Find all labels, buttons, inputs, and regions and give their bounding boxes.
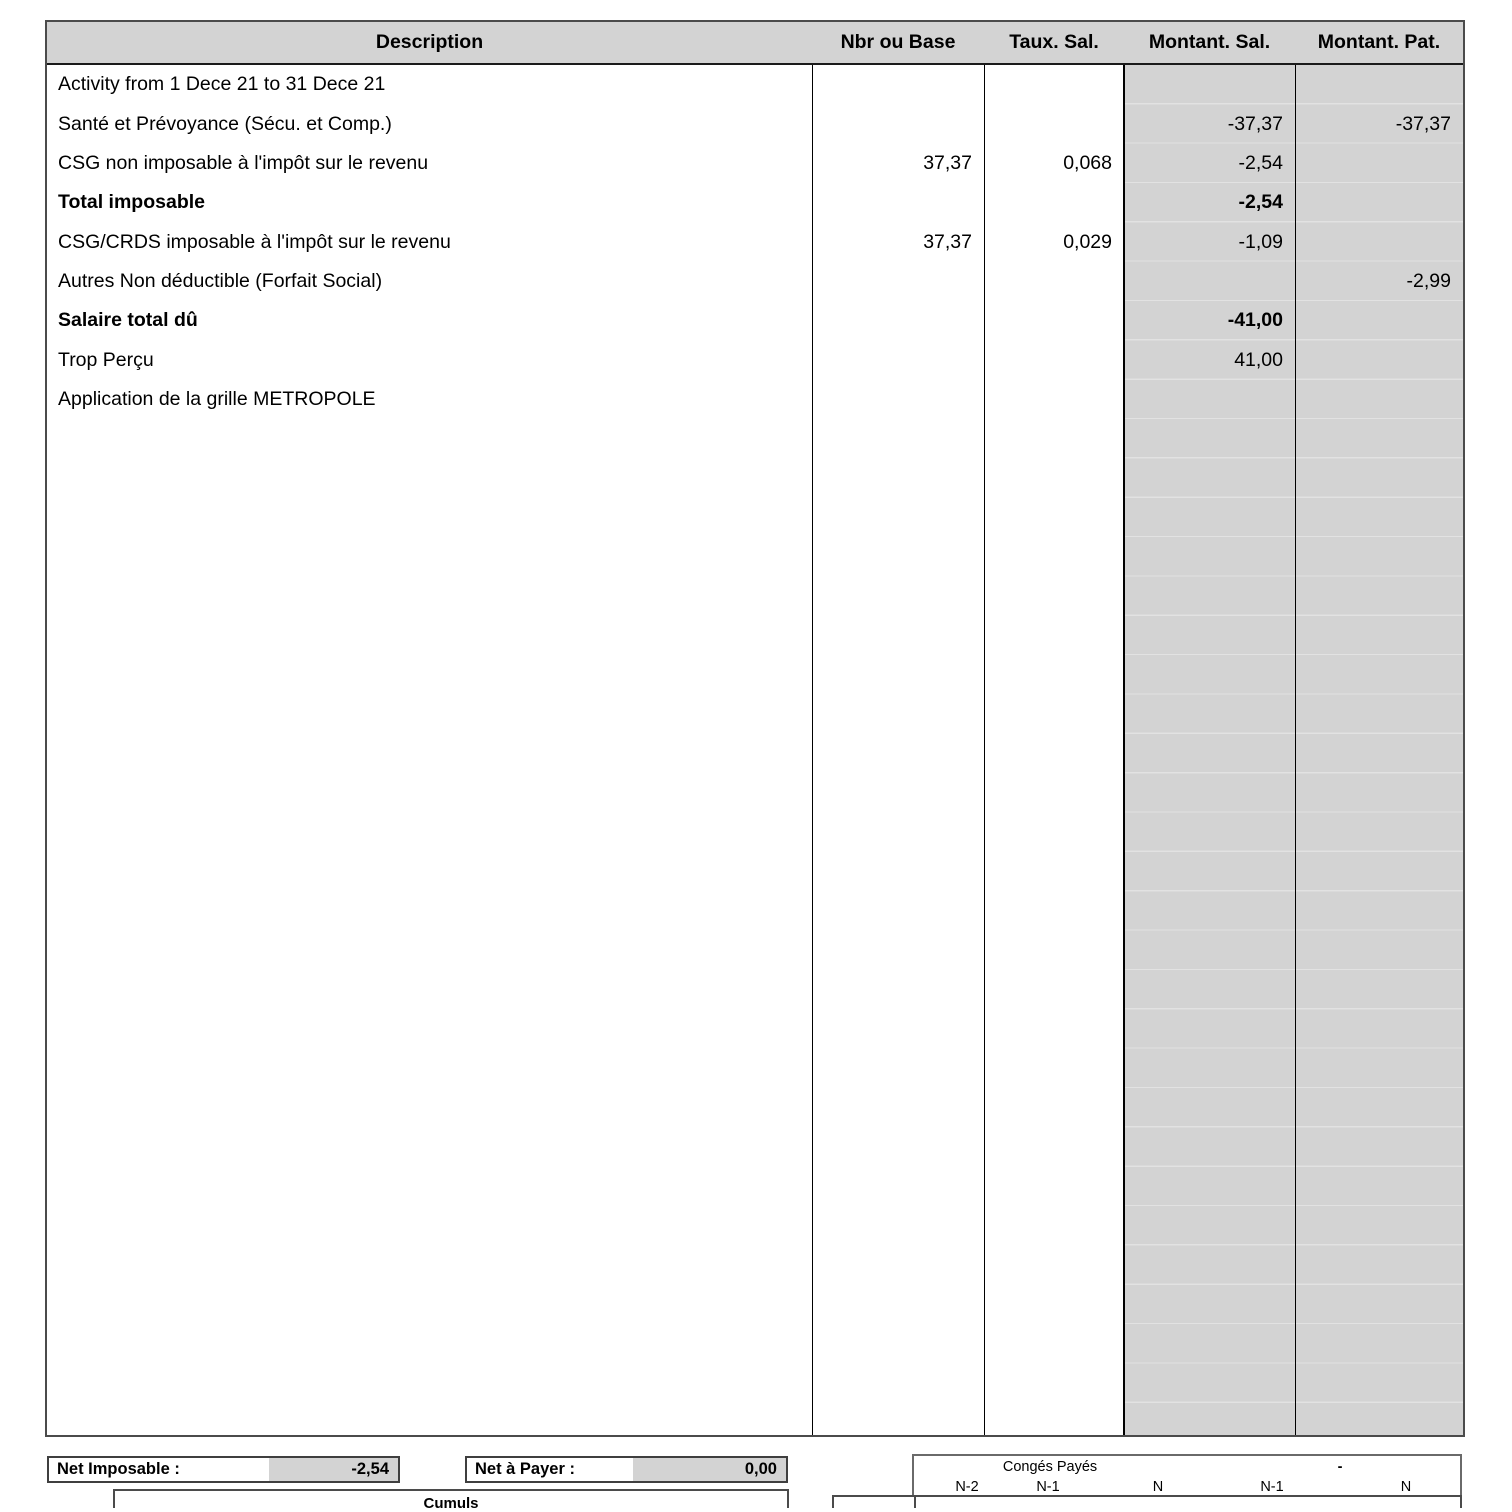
cell-description: Trop Perçu: [58, 348, 154, 371]
montant-sal-column-shading: [1124, 65, 1295, 1435]
period-label-n: N: [1152, 1479, 1164, 1495]
period-label-n-2: N-2: [955, 1479, 979, 1495]
column-divider: [1123, 22, 1125, 1435]
table-row: CSG/CRDS imposable à l'impôt sur le reve…: [47, 222, 1463, 261]
cell-base: 37,37: [923, 230, 972, 253]
period-label-n-1: N-1: [1036, 1479, 1060, 1495]
column-header-nbr-ou-base: Nbr ou Base: [840, 31, 956, 53]
cell-taux: 0,068: [1063, 151, 1112, 174]
cell-montant-sal: -37,37: [1227, 112, 1283, 135]
table-row: Trop Perçu 41,00: [47, 340, 1463, 379]
cumuls-section-header: Cumuls: [113, 1489, 789, 1512]
cell-description: Salaire total dû: [58, 309, 198, 332]
table-row: Autres Non déductible (Forfait Social) -2…: [47, 262, 1463, 301]
cell-montant-sal: -1,09: [1238, 230, 1283, 253]
column-header-montant-pat: Montant. Pat.: [1317, 31, 1441, 53]
table-row: Activity from 1 Dece 21 to 31 Dece 21: [47, 65, 1463, 104]
column-header-description: Description: [375, 31, 484, 53]
cumuls-title: Cumuls: [423, 1495, 479, 1512]
cell-description: Application de la grille METROPOLE: [58, 387, 376, 410]
conges-payes-box: Congés Payés - N-2 N-1 N N-1 N: [912, 1454, 1462, 1496]
cell-montant-sal: 41,00: [1234, 348, 1283, 371]
table-row: CSG non imposable à l'impôt sur le reven…: [47, 144, 1463, 183]
net-imposable-box: Net Imposable : -2,54: [47, 1456, 400, 1483]
cell-description: Total imposable: [58, 191, 205, 214]
cell-description: CSG/CRDS imposable à l'impôt sur le reve…: [58, 230, 451, 253]
conges-payes-title: Congés Payés: [1002, 1459, 1098, 1475]
table-row: Salaire total dû -41,00: [47, 301, 1463, 340]
cell-montant-sal: -2,54: [1238, 191, 1283, 214]
table-header-row: Description Nbr ou Base Taux. Sal. Monta…: [47, 22, 1463, 65]
cell-montant-sal: -2,54: [1238, 151, 1283, 174]
column-header-taux-sal: Taux. Sal.: [1009, 31, 1099, 53]
table-body: Activity from 1 Dece 21 to 31 Dece 21 San…: [47, 65, 1463, 419]
cell-montant-pat: -37,37: [1395, 112, 1451, 135]
cell-description: Santé et Prévoyance (Sécu. et Comp.): [58, 112, 392, 135]
net-a-payer-label: Net à Payer :: [467, 1458, 633, 1481]
cell-description: Autres Non déductible (Forfait Social): [58, 269, 383, 292]
table-row: Total imposable -2,54: [47, 183, 1463, 222]
cell-base: 37,37: [923, 151, 972, 174]
net-imposable-value: -2,54: [268, 1458, 398, 1481]
montant-pat-column-shading: [1295, 65, 1463, 1435]
column-divider: [812, 22, 813, 1435]
cell-montant-pat: -2,99: [1406, 269, 1451, 292]
column-divider: [984, 22, 985, 1435]
table-row: Application de la grille METROPOLE: [47, 380, 1463, 419]
cell-description: Activity from 1 Dece 21 to 31 Dece 21: [58, 73, 386, 96]
net-a-payer-box: Net à Payer : 0,00: [465, 1456, 788, 1483]
table-row: Santé et Prévoyance (Sécu. et Comp.) -37,…: [47, 104, 1463, 143]
period-label-n-right: N: [1400, 1479, 1412, 1495]
net-imposable-label: Net Imposable :: [49, 1458, 269, 1481]
payslip-table: Description Nbr ou Base Taux. Sal. Monta…: [45, 20, 1465, 1437]
conges-payes-right-section-header: -: [1337, 1459, 1343, 1475]
period-label-n-1-right: N-1: [1260, 1479, 1284, 1495]
cutoff-table-divider: [914, 1497, 916, 1508]
cell-montant-sal: -41,00: [1227, 309, 1283, 332]
cell-taux: 0,029: [1063, 230, 1112, 253]
net-a-payer-value: 0,00: [632, 1458, 786, 1481]
column-divider: [1295, 22, 1296, 1435]
cutoff-table-top: [832, 1495, 1462, 1508]
column-header-montant-sal: Montant. Sal.: [1148, 31, 1271, 53]
cell-description: CSG non imposable à l'impôt sur le reven…: [58, 151, 429, 174]
